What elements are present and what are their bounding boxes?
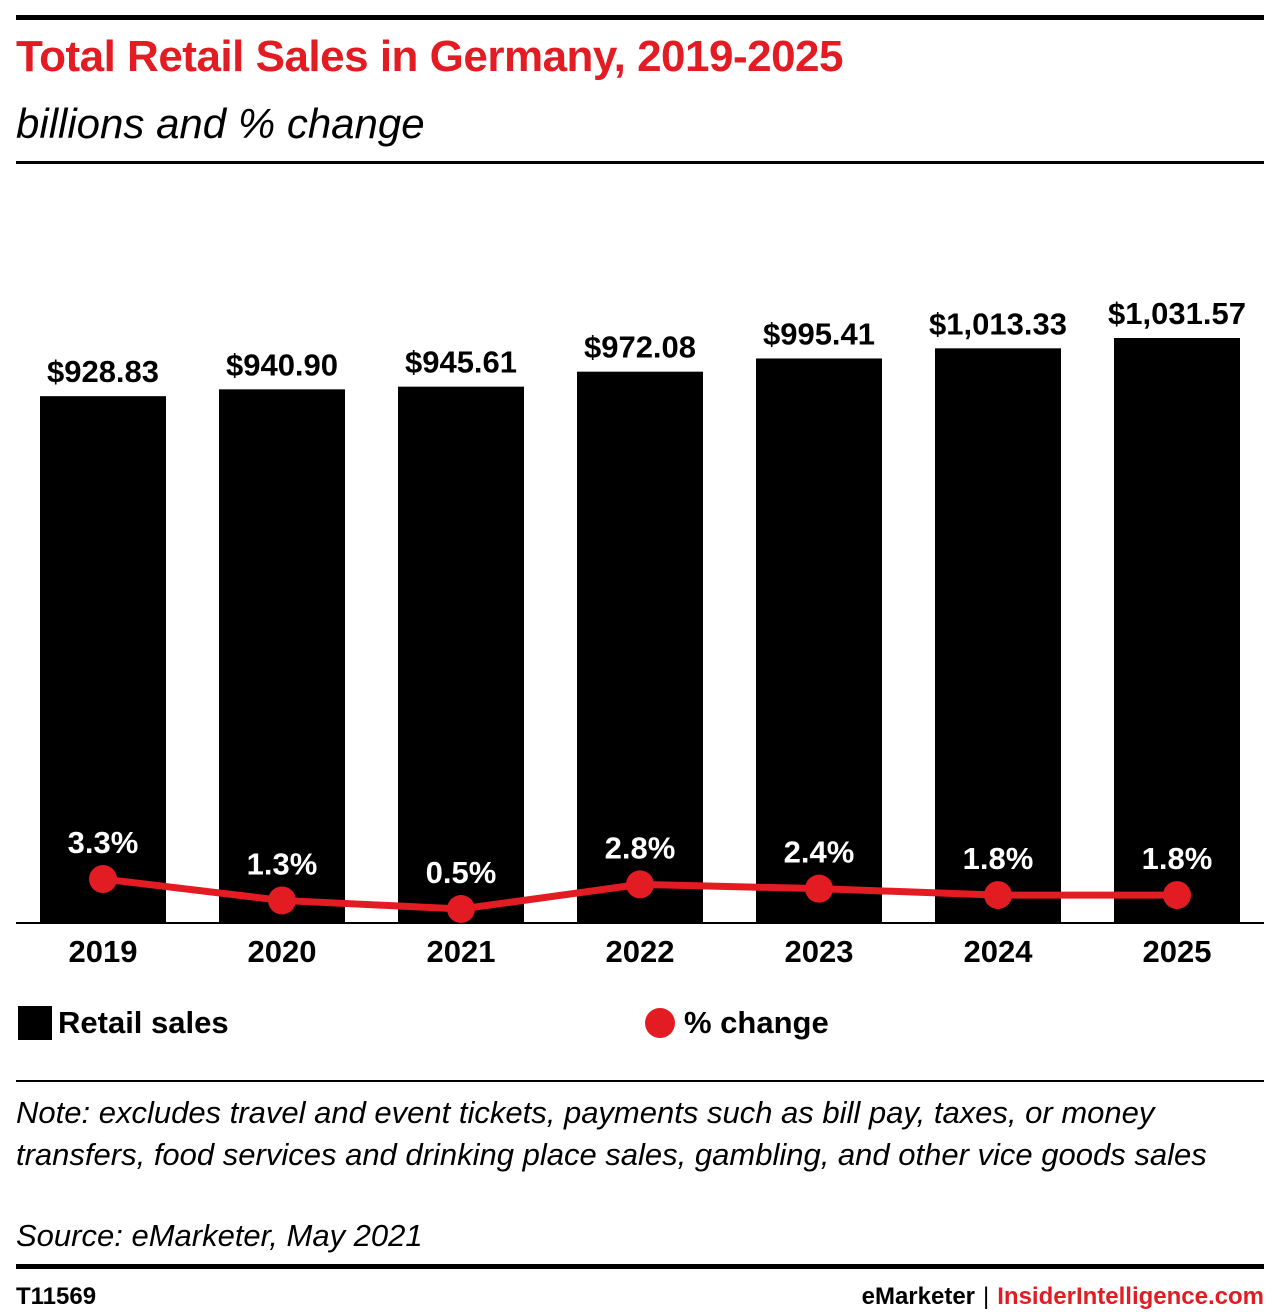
- bar-label-group: $928.83 $940.90 $945.61 $972.08 $995.41 $1,01…: [47, 296, 1246, 389]
- x-tick-group: 2019 2020 2021 2022 2023 2024 2025: [69, 934, 1212, 969]
- bar-value-label-2020: $940.90: [226, 347, 338, 382]
- change-point-2025: [1163, 881, 1191, 910]
- bar-value-label-2024: $1,013.33: [929, 306, 1067, 341]
- x-tick-2020: 2020: [248, 934, 317, 969]
- change-point-2023: [805, 874, 833, 903]
- bar-value-label-2025: $1,031.57: [1108, 296, 1246, 331]
- bar-value-label-2022: $972.08: [584, 330, 696, 365]
- brand-emarketer: eMarketer: [861, 1283, 976, 1310]
- legend-label-retail-sales: Retail sales: [58, 1005, 229, 1040]
- bar-2019: [40, 396, 166, 922]
- change-label-2022: 2.8%: [605, 830, 676, 865]
- x-tick-2021: 2021: [427, 934, 496, 969]
- change-point-2022: [626, 870, 654, 899]
- brand-separator: |: [983, 1283, 990, 1310]
- legend-swatch-percent-change: [645, 1008, 675, 1038]
- x-tick-2024: 2024: [964, 934, 1034, 969]
- legend-item-retail-sales: Retail sales: [18, 1005, 229, 1041]
- bar-2025: [1114, 338, 1240, 922]
- subtitle-rule: [16, 161, 1264, 164]
- change-line-group: 3.3% 1.3% 0.5% 2.8% 2.4% 1.8% 1.8%: [68, 825, 1213, 923]
- bar-value-label-2023: $995.41: [763, 316, 875, 351]
- x-tick-2025: 2025: [1143, 934, 1212, 969]
- bar-2021: [398, 386, 524, 922]
- change-point-2020: [268, 886, 296, 915]
- bar-2023: [756, 358, 882, 922]
- x-tick-2023: 2023: [785, 934, 854, 969]
- legend-swatch-retail-sales: [18, 1006, 52, 1040]
- bottom-rule: [16, 1264, 1264, 1269]
- legend-label-percent-change: % change: [684, 1005, 829, 1040]
- bar-group: [40, 338, 1240, 922]
- chart-title: Total Retail Sales in Germany, 2019-2025: [16, 32, 844, 81]
- change-label-2023: 2.4%: [784, 835, 855, 870]
- bar-value-label-2019: $928.83: [47, 354, 159, 389]
- footer-brand: eMarketer | InsiderIntelligence.com: [862, 1283, 1264, 1311]
- x-tick-2022: 2022: [606, 934, 675, 969]
- chart-id: T11569: [16, 1283, 97, 1310]
- chart-source: Source: eMarketer, May 2021: [16, 1218, 423, 1253]
- change-label-2021: 0.5%: [426, 855, 497, 890]
- chart-plot: $928.83 $940.90 $945.61 $972.08 $995.41 $1,01…: [16, 296, 1264, 969]
- change-label-2024: 1.8%: [963, 841, 1034, 876]
- change-point-2019: [89, 865, 117, 894]
- change-label-2025: 1.8%: [1142, 841, 1213, 876]
- top-rule: [16, 15, 1264, 20]
- change-point-2021: [447, 895, 475, 923]
- bar-2020: [219, 389, 345, 922]
- bar-2022: [577, 371, 703, 922]
- brand-insider-intelligence: InsiderIntelligence.com: [997, 1283, 1264, 1310]
- chart-note: Note: excludes travel and event tickets,…: [16, 1095, 1207, 1172]
- bar-2024: [935, 348, 1061, 922]
- change-label-2020: 1.3%: [247, 846, 318, 881]
- legend-item-percent-change: % change: [645, 1005, 829, 1041]
- change-point-2024: [984, 881, 1012, 910]
- bar-value-label-2021: $945.61: [405, 345, 517, 380]
- change-label-2019: 3.3%: [68, 825, 139, 860]
- note-rule: [16, 1080, 1264, 1082]
- chart-subtitle: billions and % change: [16, 100, 425, 147]
- x-tick-2019: 2019: [69, 934, 138, 969]
